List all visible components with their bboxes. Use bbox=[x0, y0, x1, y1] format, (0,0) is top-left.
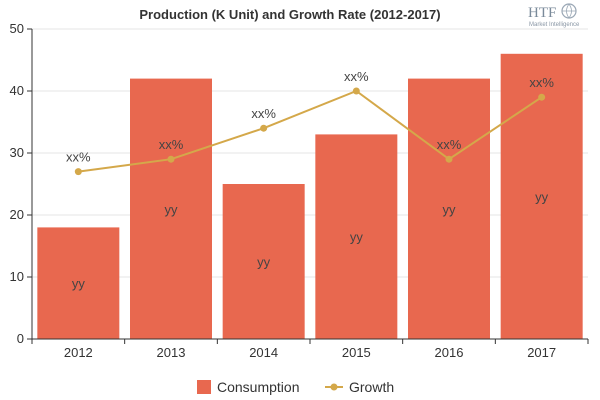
bar-2012 bbox=[37, 227, 120, 339]
growth-point-2015 bbox=[352, 87, 360, 95]
bar-label: yy bbox=[72, 276, 86, 291]
growth-point-label: xx% bbox=[529, 75, 554, 90]
bar-label: yy bbox=[165, 202, 179, 217]
growth-line bbox=[78, 89, 543, 173]
x-tick-label: 2013 bbox=[157, 345, 186, 360]
growth-point-label: xx% bbox=[66, 150, 91, 165]
y-tick-label: 30 bbox=[10, 145, 24, 160]
legend-consumption-label: Consumption bbox=[217, 379, 300, 395]
legend-growth-marker bbox=[330, 383, 338, 391]
logo-subtext: Market Intelligence bbox=[529, 22, 580, 28]
growth-point-label: xx% bbox=[159, 137, 184, 152]
bar-label: yy bbox=[535, 189, 549, 204]
logo-globe-meridian-icon bbox=[562, 3, 576, 19]
bar-2014 bbox=[222, 184, 305, 339]
y-tick-label: 0 bbox=[17, 331, 24, 346]
x-tick-label: 2015 bbox=[342, 345, 371, 360]
y-tick-label: 10 bbox=[10, 269, 24, 284]
axis-layer: 0 10 20 30 40 50 2012 2013 2014 2015 2016 2017 bbox=[10, 21, 589, 360]
y-tick-label: 50 bbox=[10, 21, 24, 36]
growth-point-label: xx% bbox=[437, 137, 462, 152]
bar-2017 bbox=[500, 53, 583, 340]
growth-point-2012 bbox=[74, 168, 82, 176]
bar-label: yy bbox=[350, 230, 364, 245]
line-layer: xx% xx% xx% xx% xx% xx% bbox=[66, 69, 554, 176]
bar-layer: yy yy yy yy yy yy bbox=[37, 53, 583, 340]
x-tick-label: 2014 bbox=[249, 345, 278, 360]
x-tick-label: 2016 bbox=[435, 345, 464, 360]
legend-consumption-swatch bbox=[197, 380, 211, 394]
bar-2013 bbox=[130, 78, 212, 339]
x-tick-label: 2017 bbox=[527, 345, 556, 360]
growth-point-label: xx% bbox=[251, 106, 276, 121]
x-tick-label: 2012 bbox=[64, 345, 93, 360]
growth-point-2017 bbox=[538, 93, 546, 101]
growth-point-2013 bbox=[167, 155, 175, 163]
bar-2016 bbox=[408, 78, 490, 339]
y-tick-label: 20 bbox=[10, 207, 24, 222]
bar-2015 bbox=[315, 134, 398, 339]
growth-point-2014 bbox=[260, 124, 268, 132]
logo-text: HTF bbox=[528, 5, 556, 21]
legend: Consumption Growth bbox=[197, 379, 394, 395]
growth-point-label: xx% bbox=[344, 69, 369, 84]
legend-growth-label: Growth bbox=[349, 379, 394, 395]
y-tick-label: 40 bbox=[10, 83, 24, 98]
bar-label: yy bbox=[443, 202, 457, 217]
growth-point-2016 bbox=[445, 155, 453, 163]
chart-title: Production (K Unit) and Growth Rate (201… bbox=[139, 7, 440, 22]
bar-label: yy bbox=[257, 255, 271, 270]
grid-layer bbox=[32, 28, 588, 278]
htf-logo: HTF Market Intelligence bbox=[528, 3, 580, 28]
